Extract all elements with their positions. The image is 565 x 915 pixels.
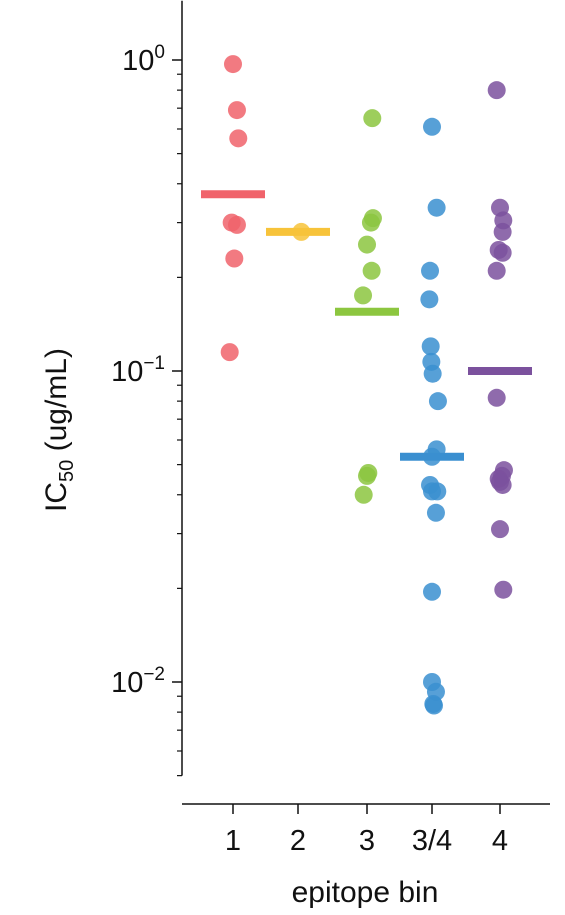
- data-point: [423, 582, 441, 601]
- y-tick-label: 10−2: [111, 664, 165, 699]
- data-points: [220, 55, 513, 715]
- y-tick-label: 100: [122, 42, 165, 77]
- data-point: [423, 364, 442, 383]
- data-point: [428, 392, 447, 411]
- data-point: [224, 55, 242, 74]
- x-tick-label: 1: [225, 825, 241, 857]
- y-axis-title-main: IC: [40, 482, 73, 512]
- data-point: [362, 261, 381, 280]
- x-tick-label: 3: [359, 825, 375, 857]
- data-point: [493, 222, 512, 241]
- data-point: [358, 235, 376, 254]
- data-point: [227, 215, 246, 234]
- data-point: [420, 290, 439, 309]
- data-point: [487, 388, 506, 407]
- y-tick-label: 10−1: [111, 353, 165, 388]
- data-point: [423, 117, 441, 136]
- data-point: [494, 580, 513, 599]
- data-point: [225, 249, 244, 268]
- data-point: [428, 482, 447, 501]
- data-point: [421, 337, 440, 356]
- data-point: [363, 109, 382, 128]
- median-bars: [201, 190, 532, 461]
- x-tick-label: 3/4: [412, 825, 452, 857]
- data-point: [427, 198, 446, 217]
- data-point: [354, 286, 373, 305]
- data-point: [491, 520, 509, 539]
- y-axis: 100 10−1 10−2: [111, 0, 183, 777]
- data-point: [358, 466, 376, 485]
- data-point: [424, 696, 443, 715]
- data-point: [487, 261, 506, 280]
- data-point: [421, 261, 440, 280]
- x-axis-title: epitope bin: [292, 876, 439, 909]
- y-axis-title-subscript: 50: [56, 460, 78, 482]
- data-point: [354, 485, 373, 504]
- y-axis-title-rest: (ug/mL): [40, 348, 73, 460]
- data-point: [229, 129, 248, 148]
- data-point: [361, 213, 380, 232]
- data-point: [426, 503, 445, 522]
- data-point: [493, 243, 512, 262]
- y-axis-title: IC50 (ug/mL): [40, 348, 78, 512]
- x-tick-label: 2: [290, 825, 306, 857]
- data-point: [227, 101, 246, 120]
- data-point: [220, 343, 239, 362]
- data-point: [487, 81, 506, 100]
- data-point: [493, 475, 512, 494]
- x-tick-label: 4: [492, 825, 508, 857]
- x-axis: 1 2 3 3/4 4: [182, 803, 550, 857]
